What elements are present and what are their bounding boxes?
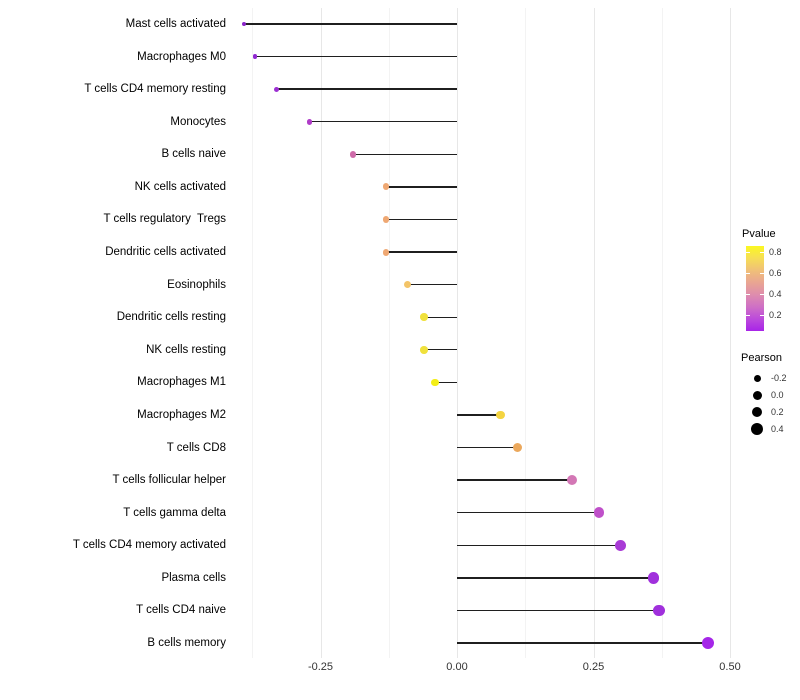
x-tick-label: -0.25 (307, 661, 334, 673)
y-axis-label: Macrophages M2 (137, 408, 226, 421)
pearson-legend-title: Pearson (741, 352, 782, 364)
major-gridline (320, 8, 322, 658)
colorbar-tick-right (760, 251, 764, 253)
minor-gridline (525, 8, 527, 658)
y-axis-label: T cells CD4 naive (136, 604, 226, 617)
lollipop-dot (431, 378, 440, 387)
lollipop-stem (309, 121, 457, 123)
lollipop-dot (404, 280, 412, 289)
lollipop-dot (241, 21, 247, 27)
y-axis-label: Macrophages M1 (137, 376, 226, 389)
colorbar-tick-left (746, 314, 750, 316)
colorbar-tick-label: 0.4 (769, 288, 782, 299)
x-tick-label: 0.00 (446, 661, 468, 673)
minor-gridline (388, 8, 390, 658)
y-axis-label: Plasma cells (161, 571, 226, 584)
pearson-legend-label: 0.0 (771, 390, 784, 400)
lollipop-stem (435, 381, 457, 384)
lollipop-dot (382, 183, 390, 191)
pvalue-legend-title: Pvalue (742, 228, 776, 240)
y-axis-label: T cells follicular helper (112, 474, 226, 487)
y-axis-label: T cells CD8 (166, 441, 226, 454)
colorbar-tick-label: 0.6 (769, 267, 782, 278)
colorbar-tick-right (760, 293, 764, 295)
x-tick-label: 0.25 (582, 661, 605, 673)
minor-gridline (252, 8, 254, 658)
x-tick-label: 0.50 (719, 661, 741, 673)
y-axis-label: Monocytes (170, 115, 226, 128)
lollipop-stem (386, 251, 457, 253)
lollipop-dot (615, 539, 627, 551)
pearson-legend-dot (752, 390, 762, 400)
pearson-legend-label: 0.4 (771, 424, 784, 434)
lollipop-stem (407, 283, 457, 286)
lollipop-stem (386, 186, 457, 188)
lollipop-stem (457, 544, 621, 546)
lollipop-dot (702, 636, 715, 650)
lollipop-dot (382, 216, 390, 223)
lollipop-stem (457, 479, 572, 481)
lollipop-stem (254, 55, 457, 58)
y-axis-label: Dendritic cells activated (105, 246, 226, 259)
lollipop-stem (424, 316, 457, 318)
y-axis-label: Mast cells activated (125, 18, 226, 30)
y-axis-label: B cells naive (161, 148, 226, 161)
minor-gridline (661, 8, 663, 658)
lollipop-dot (647, 572, 660, 584)
y-axis-label: T cells CD4 memory activated (72, 539, 226, 552)
y-axis-label: B cells memory (147, 637, 226, 650)
y-axis-label: NK cells resting (146, 343, 226, 356)
major-gridline (593, 8, 595, 658)
lollipop-dot (306, 118, 313, 125)
lollipop-stem (244, 23, 457, 25)
y-axis-label: Macrophages M0 (137, 50, 226, 63)
colorbar-tick-left (746, 293, 750, 295)
lollipop-dot (420, 313, 428, 321)
lollipop-dot (420, 346, 428, 354)
lollipop-stem (353, 153, 457, 155)
y-axis-label: Dendritic cells resting (116, 311, 226, 324)
lollipop-dot (512, 442, 522, 453)
lollipop-stem (457, 512, 599, 514)
y-axis-label: T cells gamma delta (123, 506, 226, 519)
lollipop-dot (653, 604, 665, 617)
colorbar-tick-label: 0.8 (769, 246, 782, 257)
pearson-legend-label: 0.2 (771, 407, 784, 417)
lollipop-dot (496, 410, 506, 420)
colorbar-tick-left (746, 251, 750, 253)
colorbar-tick-left (746, 272, 750, 274)
pvalue-colorbar (746, 246, 764, 331)
pearson-legend-label: -0.2 (771, 373, 787, 383)
y-axis-label: T cells CD4 memory resting (84, 83, 226, 96)
lollipop-stem (457, 414, 501, 416)
lollipop-stem (424, 349, 457, 351)
lollipop-stem (457, 642, 709, 644)
lollipop-dot (350, 151, 357, 158)
lollipop-stem (457, 446, 518, 449)
lollipop-dot (274, 86, 280, 92)
major-gridline (730, 8, 731, 658)
pearson-legend-dot (751, 423, 763, 435)
y-axis-label: T cells regulatory Tregs (103, 213, 226, 226)
pearson-legend-dot (751, 406, 763, 418)
lollipop-dot (382, 248, 390, 256)
colorbar-tick-right (760, 314, 764, 316)
lollipop-stem (276, 88, 457, 90)
lollipop-dot (566, 475, 577, 486)
y-axis-label: Eosinophils (167, 278, 226, 291)
colorbar-tick-label: 0.2 (769, 309, 782, 320)
major-gridline (457, 8, 458, 658)
lollipop-stem (386, 218, 457, 221)
lollipop-dot (593, 507, 605, 518)
lollipop-stem (457, 577, 654, 579)
colorbar-tick-right (760, 272, 764, 274)
y-axis-label: NK cells activated (134, 180, 226, 193)
pearson-legend-dot (753, 374, 761, 382)
lollipop-stem (457, 609, 660, 612)
lollipop-dot (252, 54, 258, 59)
